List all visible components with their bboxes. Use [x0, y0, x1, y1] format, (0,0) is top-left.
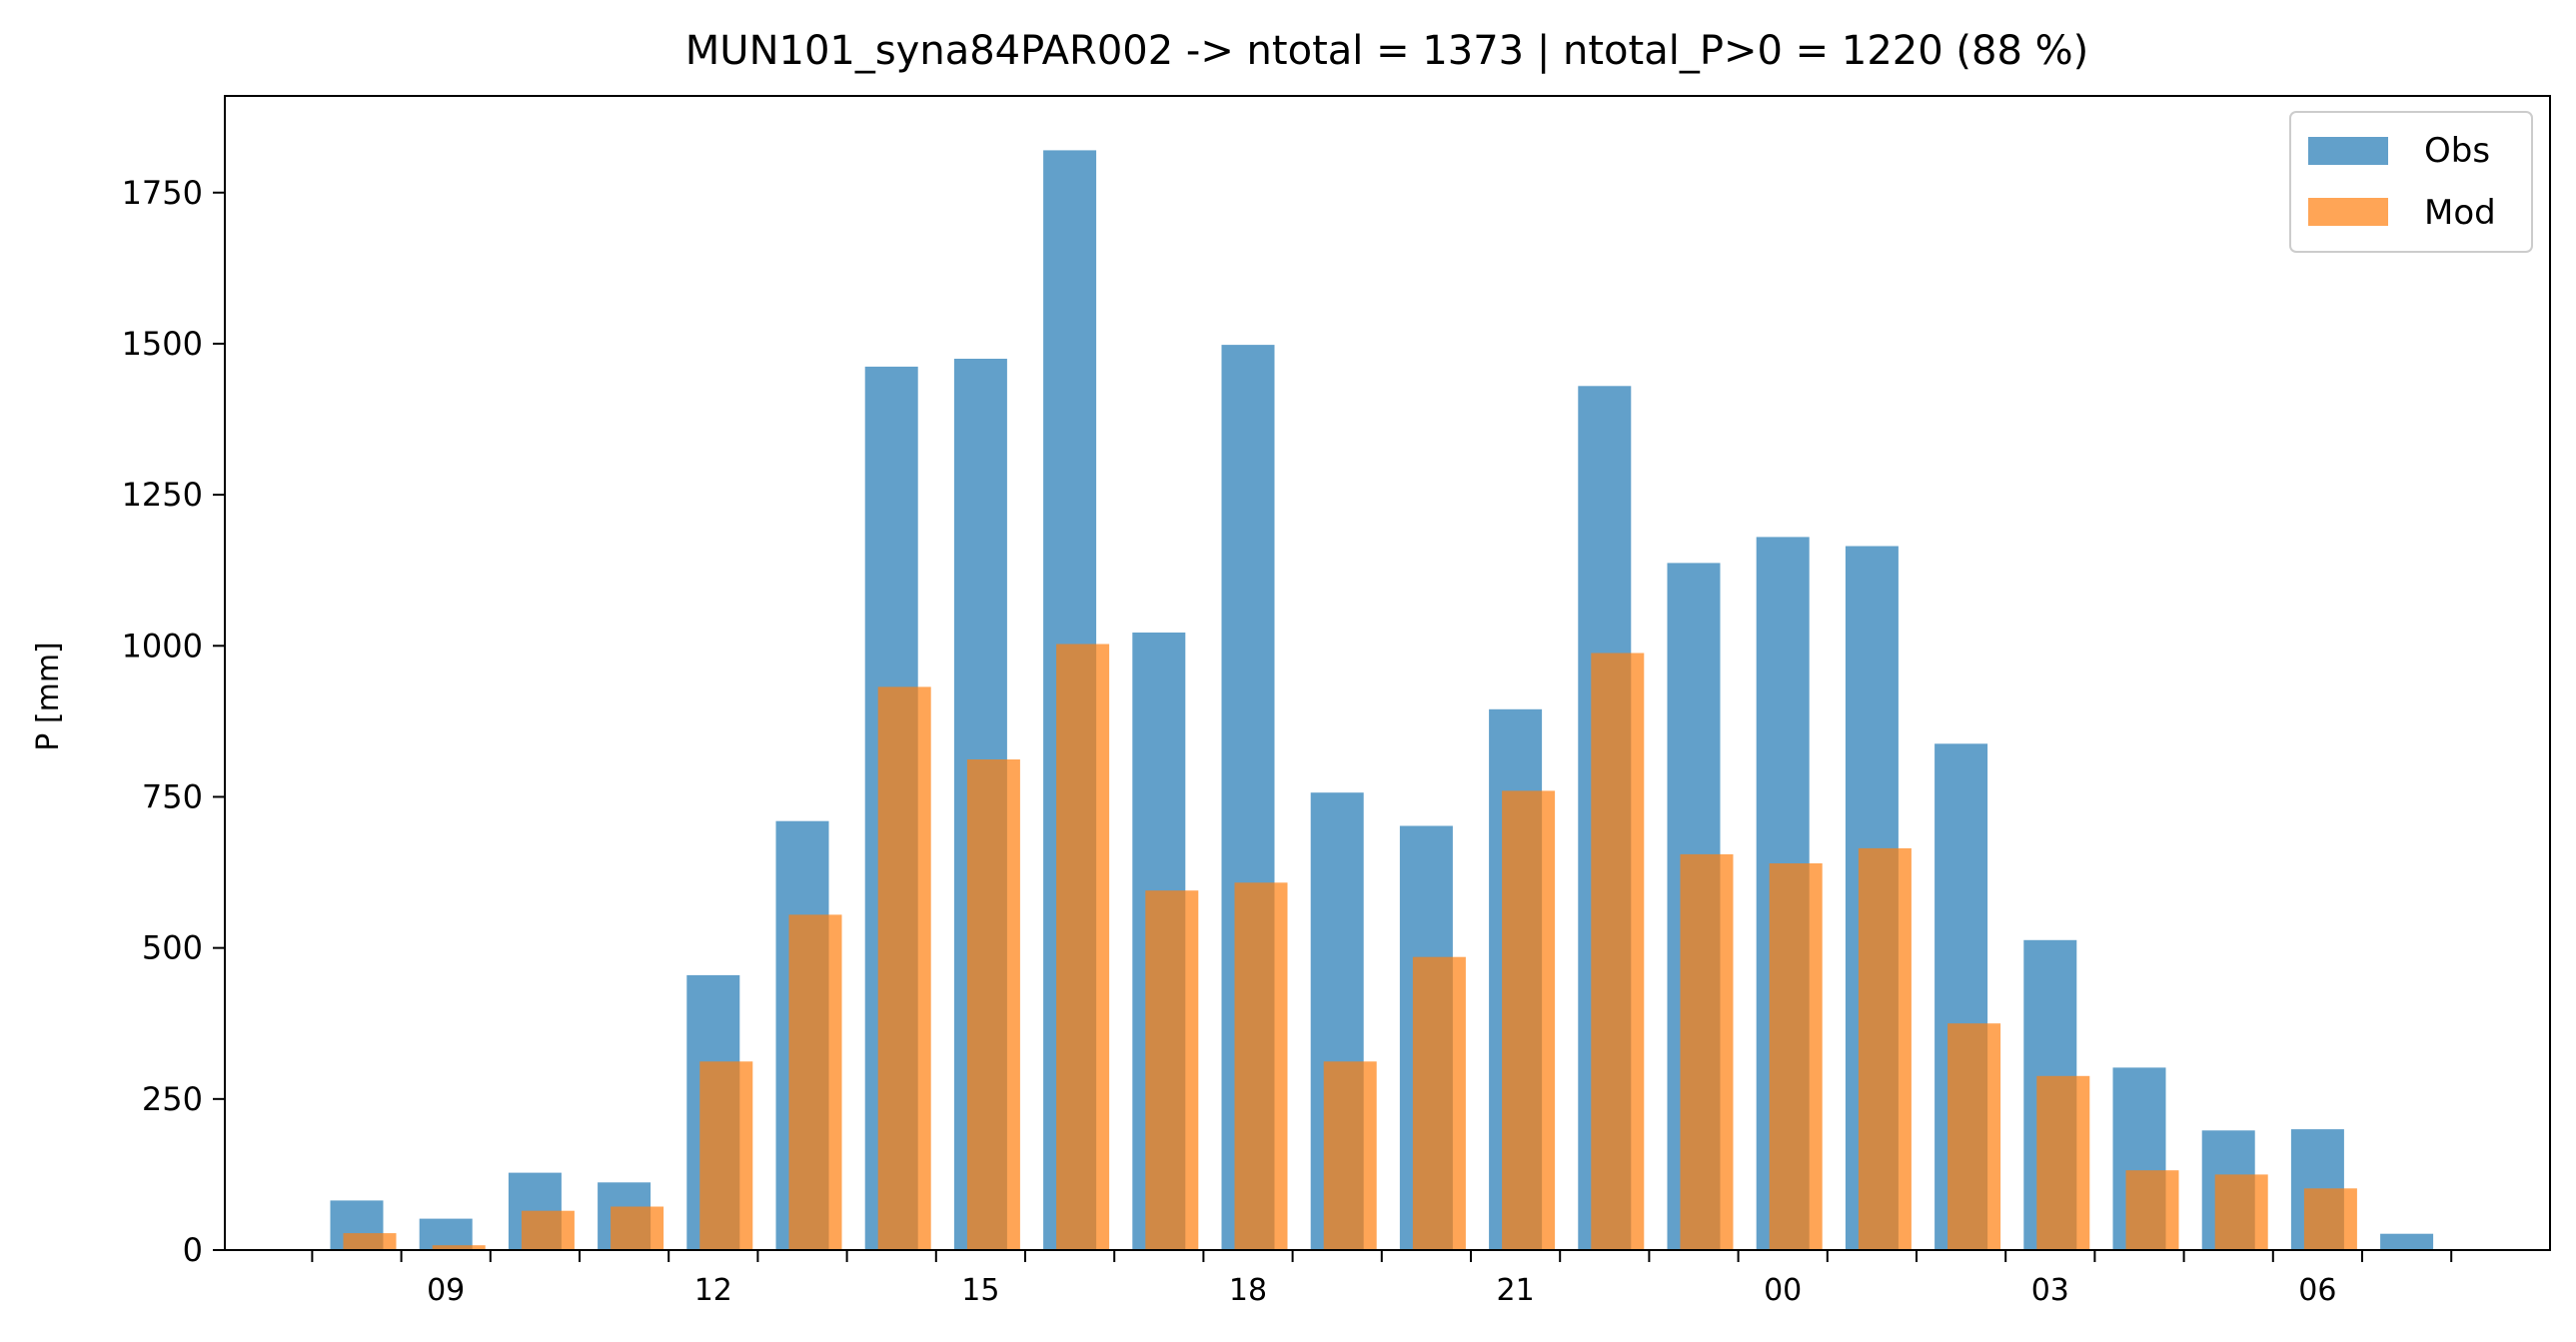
legend: Obs Mod	[2289, 111, 2533, 253]
legend-label-mod: Mod	[2424, 193, 2496, 233]
x-tick-label-09: 09	[427, 1273, 465, 1308]
mod-bar-01	[1858, 847, 1912, 1250]
y-tick-label-250: 250	[142, 1080, 203, 1118]
mod-bar-23	[1680, 853, 1734, 1250]
y-tick-label-1250: 1250	[122, 476, 203, 514]
mod-bar-21	[1502, 790, 1556, 1250]
mod-bar-08	[343, 1233, 397, 1250]
mod-bar-00	[1769, 863, 1823, 1250]
plot-frame	[224, 95, 2551, 1251]
mod-bar-16	[1056, 644, 1110, 1250]
mod-bar-05	[2214, 1174, 2268, 1250]
y-tick-label-1500: 1500	[122, 325, 203, 363]
y-axis-label: P [mm]	[31, 642, 66, 750]
mod-bar-series	[343, 644, 2357, 1250]
mod-bar-09	[432, 1245, 486, 1250]
mod-bar-18	[1234, 882, 1288, 1250]
y-tick-label-0: 0	[183, 1231, 203, 1269]
mod-bar-02	[1947, 1023, 2001, 1250]
mod-bar-13	[788, 914, 842, 1250]
y-tick-label-1750: 1750	[122, 174, 203, 212]
mod-bar-03	[2036, 1075, 2090, 1250]
x-tick-label-12: 12	[694, 1273, 732, 1308]
mod-bar-17	[1145, 890, 1199, 1250]
x-tick-label-06: 06	[2298, 1273, 2336, 1308]
legend-swatch-mod	[2308, 198, 2388, 226]
obs-bar-series	[330, 150, 2434, 1251]
mod-bar-04	[2125, 1170, 2179, 1250]
x-tick-label-18: 18	[1229, 1273, 1267, 1308]
x-tick-label-15: 15	[961, 1273, 999, 1308]
mod-bar-15	[966, 759, 1020, 1250]
mod-bar-12	[699, 1061, 753, 1250]
chart-title: MUN101_syna84PAR002 -> ntotal = 1373 | n…	[685, 28, 2088, 74]
mod-bar-19	[1323, 1061, 1377, 1250]
x-tick-label-21: 21	[1497, 1273, 1535, 1308]
obs-bar-09	[419, 1218, 473, 1250]
y-tick-label-1000: 1000	[122, 627, 203, 665]
x-axis: 09 12 15 18 21 00 03 06	[311, 1250, 2453, 1308]
y-tick-label-750: 750	[142, 777, 203, 815]
y-axis: 0 250 500 750 1000 1250 1500 1750	[122, 174, 225, 1269]
mod-bar-14	[877, 686, 931, 1250]
y-tick-label-500: 500	[142, 929, 203, 967]
mod-bar-11	[611, 1206, 664, 1250]
legend-swatch-obs	[2308, 137, 2388, 165]
x-tick-label-03: 03	[2031, 1273, 2069, 1308]
x-tick-label-00: 00	[1764, 1273, 1802, 1308]
mod-bar-22	[1591, 653, 1645, 1250]
mod-bar-10	[521, 1210, 575, 1250]
legend-label-obs: Obs	[2424, 131, 2490, 171]
mod-bar-06	[2303, 1188, 2357, 1250]
obs-bar-07	[2380, 1233, 2434, 1250]
mod-bar-20	[1412, 956, 1466, 1250]
